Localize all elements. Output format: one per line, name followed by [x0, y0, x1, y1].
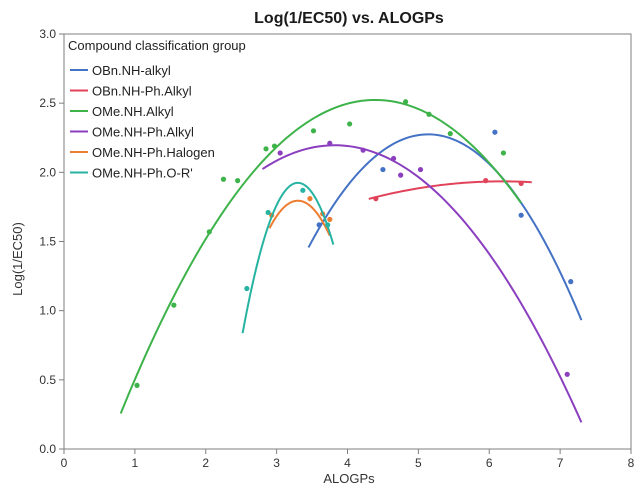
y-tick-label: 3.0: [39, 27, 56, 41]
data-point: [265, 209, 271, 216]
legend-label: OMe.NH.Alkyl: [92, 104, 174, 119]
data-point: [327, 216, 333, 222]
data-point: [518, 180, 524, 186]
data-point: [244, 285, 250, 292]
legend-label: OMe.NH-Ph.Halogen: [92, 145, 215, 160]
legend-title: Compound classification group: [68, 38, 246, 53]
data-point: [263, 146, 269, 152]
data-point: [277, 150, 283, 156]
chart-title: Log(1/EC50) vs. ALOGPs: [254, 10, 444, 27]
x-tick-label: 4: [344, 456, 351, 470]
x-tick-label: 2: [202, 456, 209, 470]
fit-curve: [241, 181, 335, 334]
fit-curve: [268, 199, 331, 237]
y-axis-title: Log(1/EC50): [10, 222, 25, 296]
data-point: [564, 371, 570, 377]
x-tick-label: 7: [557, 456, 564, 470]
data-point: [492, 129, 498, 135]
data-point: [134, 382, 140, 388]
data-point: [206, 229, 212, 235]
data-point: [380, 166, 386, 173]
data-point: [360, 147, 366, 153]
y-tick-label: 0.0: [39, 442, 56, 456]
data-point: [310, 128, 317, 134]
y-tick-label: 0.5: [39, 373, 56, 387]
x-tick-label: 0: [61, 456, 68, 470]
data-point: [373, 196, 379, 202]
x-tick-label: 5: [415, 456, 422, 470]
data-point: [220, 176, 227, 182]
data-point: [327, 140, 333, 146]
data-point: [325, 222, 331, 228]
plot-area: 0 1 2 3 4 5 6 7 8 0.0 0.5 1.0 1.5 2.0 2.5 3.0: [39, 27, 634, 470]
series-5: [241, 181, 335, 334]
x-tick-label: 1: [132, 456, 139, 470]
x-tick-label: 3: [273, 456, 280, 470]
data-point: [447, 131, 453, 137]
y-tick-label: 1.5: [39, 235, 56, 249]
legend: Compound classification group OBn.NH-alk…: [68, 38, 246, 181]
data-point: [426, 111, 432, 117]
data-point: [403, 99, 409, 105]
data-point: [316, 222, 322, 228]
y-tick-label: 2.0: [39, 165, 56, 179]
data-point: [300, 187, 306, 193]
x-tick-label: 8: [628, 456, 635, 470]
data-point: [271, 143, 278, 149]
data-point: [483, 178, 489, 184]
legend-label: OMe.NH-Ph.O-R': [92, 166, 193, 181]
fit-curve: [119, 98, 522, 414]
data-point: [417, 166, 424, 173]
data-point: [500, 150, 507, 156]
data-point: [568, 279, 574, 285]
fit-curve: [261, 144, 583, 423]
series-0: [307, 129, 583, 321]
series-3: [261, 140, 583, 423]
series-1: [368, 178, 532, 202]
data-point: [398, 172, 404, 178]
data-point: [518, 212, 524, 218]
data-point: [235, 178, 241, 184]
y-tick-label: 2.5: [39, 96, 56, 110]
legend-label: OBn.NH-Ph.Alkyl: [92, 84, 192, 99]
data-point: [347, 121, 353, 127]
legend-label: OBn.NH-alkyl: [92, 63, 171, 78]
legend-label: OMe.NH-Ph.Alkyl: [92, 125, 194, 140]
data-point: [307, 196, 313, 202]
x-tick-label: 6: [486, 456, 493, 470]
data-point: [390, 155, 397, 162]
fit-curve: [307, 133, 583, 321]
x-axis-title: ALOGPs: [323, 471, 375, 486]
y-tick-label: 1.0: [39, 304, 56, 318]
data-point: [171, 302, 177, 308]
series-2: [119, 98, 522, 414]
